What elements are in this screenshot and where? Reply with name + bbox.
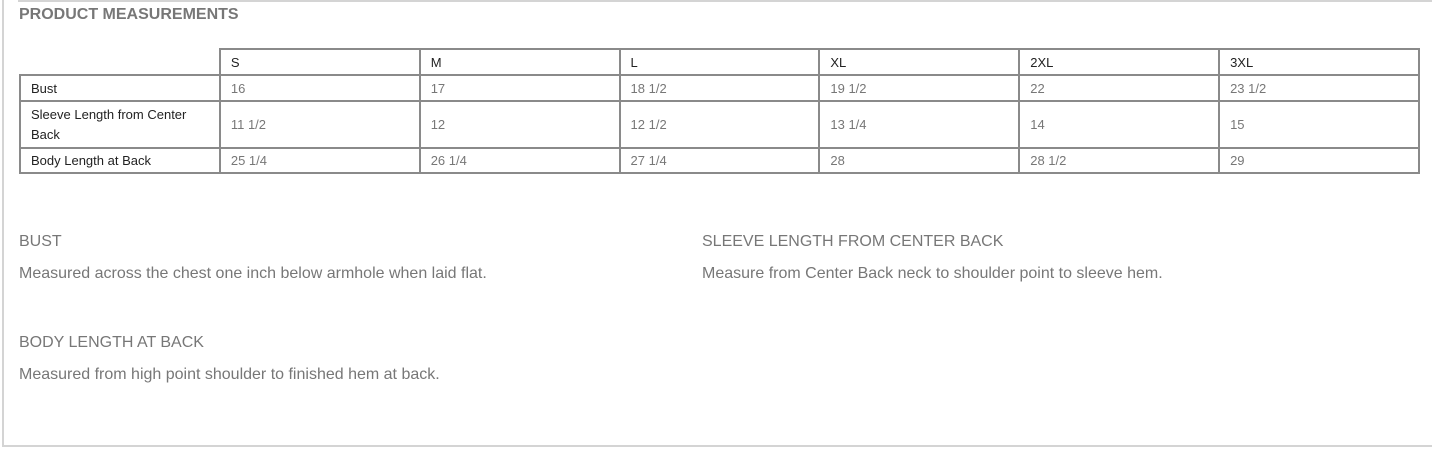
description-heading: SLEEVE LENGTH FROM CENTER BACK	[702, 233, 1004, 250]
section-title: PRODUCT MEASUREMENTS	[19, 6, 239, 23]
description-bust: BUST Measured across the chest one inch …	[19, 233, 659, 283]
row-label: Body Length at Back	[19, 147, 221, 174]
description-text: Measure from Center Back neck to shoulde…	[702, 265, 1163, 282]
measurement-cell: 13 1/4	[818, 100, 1021, 149]
description-heading: BODY LENGTH AT BACK	[19, 334, 204, 351]
measurement-cell: 17	[418, 74, 621, 102]
measurement-cell: 29	[1218, 147, 1420, 174]
measurement-cell: 23 1/2	[1218, 74, 1420, 102]
frame-left-border	[2, 0, 4, 447]
size-header-cell: L	[618, 48, 821, 76]
measurement-cell: 14	[1018, 100, 1221, 149]
table-row: Sleeve Length from Center Back 11 1/2 12 12…	[19, 100, 1420, 149]
description-heading: BUST	[19, 233, 62, 250]
description-sleeve-length: SLEEVE LENGTH FROM CENTER BACK Measure f…	[702, 233, 1342, 283]
measurement-cell: 25 1/4	[218, 147, 421, 174]
row-label: Sleeve Length from Center Back	[19, 100, 221, 149]
measurement-cell: 27 1/4	[618, 147, 821, 174]
table-header-row: S M L XL 2XL 3XL	[20, 48, 1420, 76]
measurement-cell: 28	[818, 147, 1021, 174]
measurement-cell: 28 1/2	[1018, 147, 1221, 174]
size-header-cell: 2XL	[1018, 48, 1221, 76]
measurements-table: S M L XL 2XL 3XL Bust 16 17 18 1/2 19 1/2 22 23 1/2…	[19, 48, 1420, 174]
description-body-length: BODY LENGTH AT BACK Measured from high p…	[19, 334, 659, 384]
measurement-cell: 18 1/2	[618, 74, 821, 102]
size-header-cell: 3XL	[1218, 48, 1420, 76]
row-label: Bust	[19, 74, 221, 102]
measurement-cell: 11 1/2	[218, 100, 421, 149]
measurement-cell: 19 1/2	[818, 74, 1021, 102]
corner-cell	[20, 49, 221, 76]
size-header-cell: S	[218, 48, 421, 76]
table-row: Body Length at Back 25 1/4 26 1/4 27 1/4 28 2…	[19, 147, 1420, 174]
frame-top-border	[18, 0, 1432, 2]
measurement-cell: 15	[1218, 100, 1420, 149]
measurement-cell: 12 1/2	[618, 100, 821, 149]
frame-bottom-border	[2, 445, 1432, 447]
measurement-cell: 26 1/4	[418, 147, 621, 174]
description-text: Measured from high point shoulder to fin…	[19, 366, 440, 383]
description-text: Measured across the chest one inch below…	[19, 265, 487, 282]
table-row: Bust 16 17 18 1/2 19 1/2 22 23 1/2	[19, 74, 1420, 102]
size-header-cell: M	[418, 48, 621, 76]
measurement-cell: 16	[218, 74, 421, 102]
measurement-cell: 12	[418, 100, 621, 149]
size-header-cell: XL	[818, 48, 1021, 76]
measurement-cell: 22	[1018, 74, 1221, 102]
